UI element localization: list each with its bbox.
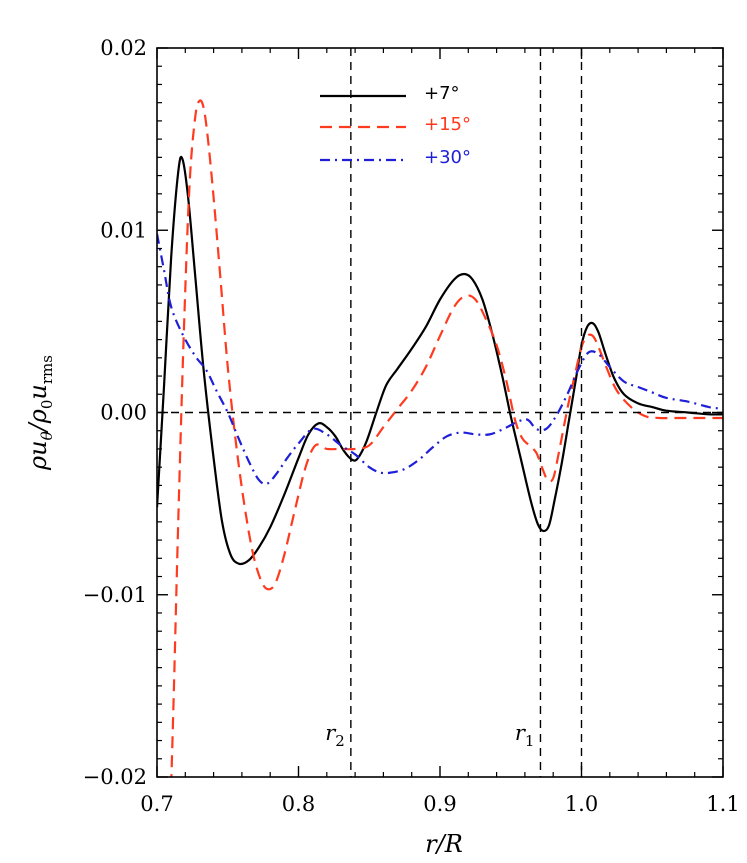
x-tick-label: 0.7 (140, 792, 173, 816)
series-line-3 (157, 233, 723, 486)
legend-label-2: +15° (424, 114, 471, 135)
radius-marker-symbol: r (515, 721, 527, 745)
radius-marker-label-r1: r1 (515, 721, 535, 750)
y-axis-title-part: /ρ (24, 409, 52, 433)
y-axis-title-part: θ (38, 431, 56, 440)
y-axis-title-part: rms (38, 355, 56, 384)
reference-lines (157, 48, 723, 777)
legend-label-1: +7° (424, 83, 460, 104)
radius-marker-subscript: 1 (525, 732, 535, 750)
y-axis-title-part: 0 (38, 400, 56, 410)
x-axis-title: r/R (425, 830, 463, 858)
y-tick-label: 0.01 (100, 218, 147, 242)
radius-marker-label-r2: r2 (325, 721, 345, 750)
y-tick-label: 0.00 (100, 401, 147, 425)
y-tick-label: 0.02 (100, 36, 147, 60)
x-tick-label: 0.9 (423, 792, 456, 816)
x-tick-label: 1.0 (565, 792, 598, 816)
series-group (157, 99, 723, 777)
legend-label-3: +30° (424, 147, 471, 168)
radius-markers: r2 r1 (325, 721, 534, 750)
y-tick-label: −0.02 (83, 765, 147, 789)
axis-ticks (156, 47, 724, 778)
legend: +7° +15° +30° (320, 83, 471, 168)
series-line-1 (157, 155, 723, 566)
y-axis-title-part: u (24, 384, 52, 399)
axis-titles: r/R ρuθ/ρ0urms (24, 355, 463, 858)
radius-marker-symbol: r (325, 721, 337, 745)
x-axis-tick-labels: 0.7 0.8 0.9 1.0 1.1 (140, 792, 739, 816)
radius-marker-subscript: 2 (335, 732, 345, 750)
y-axis-title-part: ρu (24, 440, 52, 471)
series-line-2 (170, 99, 723, 777)
x-tick-label: 1.1 (706, 792, 739, 816)
y-tick-label: −0.01 (83, 583, 147, 607)
y-axis-title: ρuθ/ρ0urms (24, 355, 56, 471)
y-axis-tick-labels: −0.02 −0.01 0.00 0.01 0.02 (83, 36, 147, 789)
x-tick-label: 0.8 (282, 792, 315, 816)
